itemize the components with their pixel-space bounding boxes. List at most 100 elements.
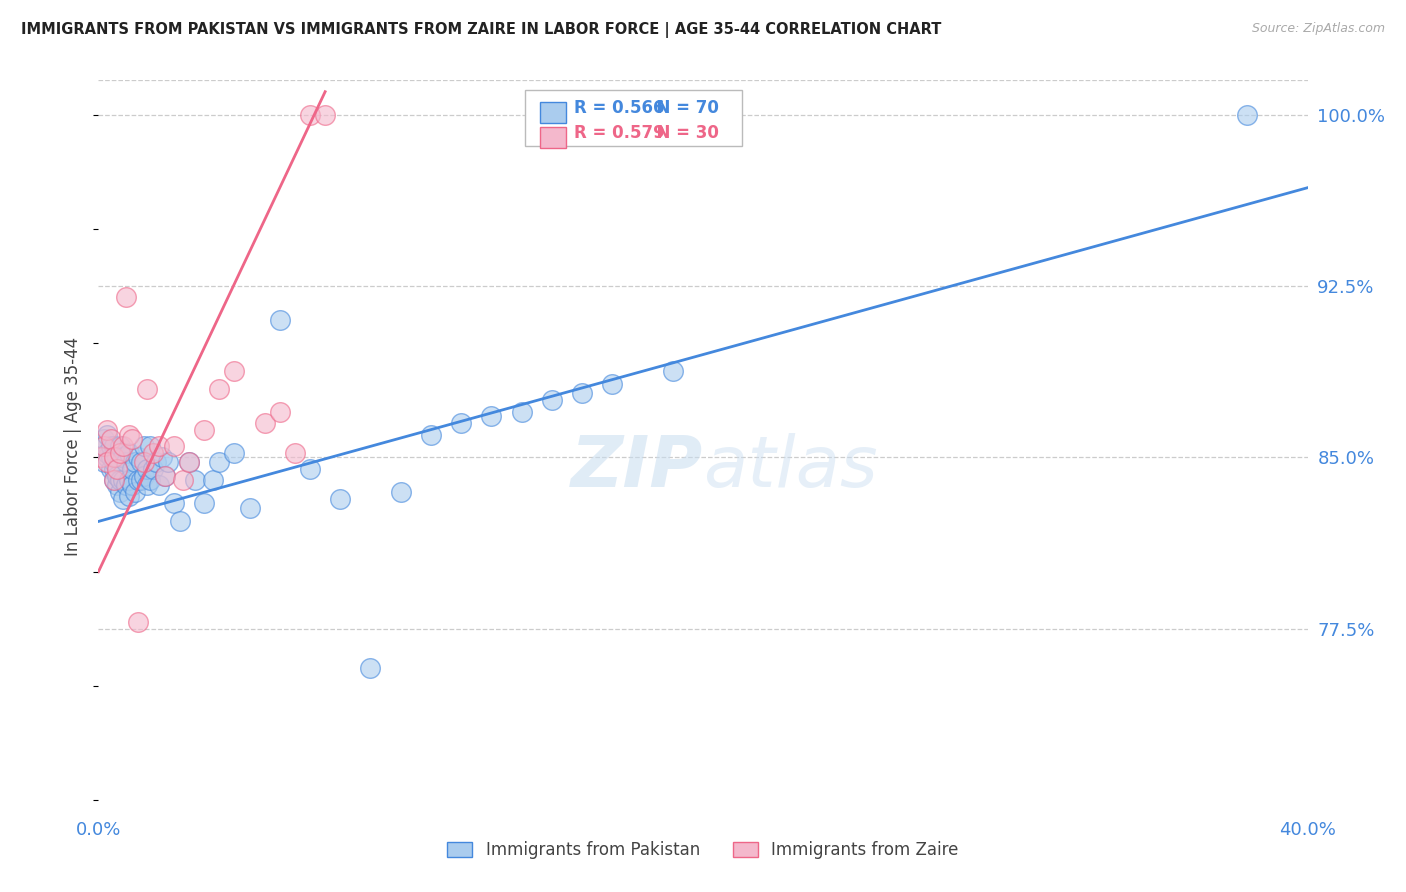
Point [100, 432, 122, 446]
Point [179, 455, 201, 469]
Point [139, 439, 162, 453]
Point [135, 478, 157, 492]
Point [153, 468, 176, 483]
Text: ZIP: ZIP [571, 434, 703, 502]
Point [132, 455, 155, 469]
Point [299, 462, 322, 476]
Point [193, 496, 215, 510]
Point [118, 473, 141, 487]
Point [202, 473, 225, 487]
Point [284, 446, 307, 460]
Point [90, 450, 112, 465]
Point [121, 432, 143, 446]
Point [121, 478, 143, 492]
Point [661, 363, 683, 377]
Point [100, 439, 122, 453]
Point [135, 462, 157, 476]
Point [118, 489, 141, 503]
Point [105, 462, 128, 476]
Legend: Immigrants from Pakistan, Immigrants from Zaire: Immigrants from Pakistan, Immigrants fro… [440, 834, 966, 865]
FancyBboxPatch shape [540, 127, 567, 147]
Point [124, 455, 146, 469]
Point [124, 484, 146, 499]
Text: N = 30: N = 30 [645, 124, 718, 142]
Point [127, 473, 149, 487]
Point [129, 473, 152, 487]
Point [145, 455, 167, 469]
Text: R = 0.579: R = 0.579 [574, 124, 665, 142]
Point [179, 455, 201, 469]
Point [481, 409, 503, 424]
Point [139, 473, 162, 487]
Point [105, 450, 128, 465]
Point [114, 290, 136, 304]
Point [111, 439, 134, 453]
Point [172, 473, 194, 487]
Point [121, 462, 143, 476]
Point [108, 484, 131, 499]
Point [90, 439, 112, 453]
Point [224, 363, 246, 377]
Point [253, 416, 276, 430]
Point [100, 450, 122, 465]
Point [360, 661, 382, 675]
Y-axis label: In Labor Force | Age 35-44: In Labor Force | Age 35-44 [65, 336, 83, 556]
Text: IMMIGRANTS FROM PAKISTAN VS IMMIGRANTS FROM ZAIRE IN LABOR FORCE | AGE 35-44 COR: IMMIGRANTS FROM PAKISTAN VS IMMIGRANTS F… [21, 22, 942, 38]
Point [96, 450, 118, 465]
Point [93, 439, 115, 453]
Point [96, 427, 118, 442]
Point [571, 386, 593, 401]
Point [208, 455, 231, 469]
Text: Source: ZipAtlas.com: Source: ZipAtlas.com [1251, 22, 1385, 36]
Text: N = 70: N = 70 [645, 99, 718, 117]
Point [118, 427, 141, 442]
Point [329, 491, 352, 506]
Point [105, 478, 128, 492]
Point [96, 455, 118, 469]
Point [103, 455, 125, 469]
Point [127, 615, 149, 629]
Point [142, 462, 165, 476]
Point [103, 462, 125, 476]
Point [299, 107, 322, 121]
FancyBboxPatch shape [540, 103, 567, 123]
Point [108, 439, 131, 453]
Point [118, 446, 141, 460]
Point [148, 478, 170, 492]
Point [93, 432, 115, 446]
Point [156, 455, 179, 469]
Point [127, 450, 149, 465]
Point [269, 405, 291, 419]
Point [108, 446, 131, 460]
Point [96, 446, 118, 460]
Point [314, 107, 336, 121]
Point [450, 416, 472, 430]
Point [1236, 107, 1258, 121]
Point [224, 446, 246, 460]
Text: R = 0.566   N = 70
  R = 0.579   N = 30: R = 0.566 N = 70 R = 0.579 N = 30 [534, 99, 734, 137]
Point [132, 468, 155, 483]
Point [132, 439, 155, 453]
Point [114, 455, 136, 469]
Point [163, 496, 186, 510]
Point [129, 455, 152, 469]
Point [184, 473, 207, 487]
Point [103, 473, 125, 487]
Text: atlas: atlas [703, 434, 877, 502]
Point [135, 382, 157, 396]
Point [169, 515, 191, 529]
Point [108, 473, 131, 487]
Point [239, 500, 262, 515]
Point [96, 423, 118, 437]
Point [103, 473, 125, 487]
Point [602, 377, 624, 392]
Point [389, 484, 412, 499]
Point [420, 427, 443, 442]
Point [111, 491, 134, 506]
Point [510, 405, 533, 419]
Point [148, 439, 170, 453]
Point [163, 439, 186, 453]
Point [100, 462, 122, 476]
Text: R = 0.566: R = 0.566 [574, 99, 664, 117]
Point [93, 455, 115, 469]
